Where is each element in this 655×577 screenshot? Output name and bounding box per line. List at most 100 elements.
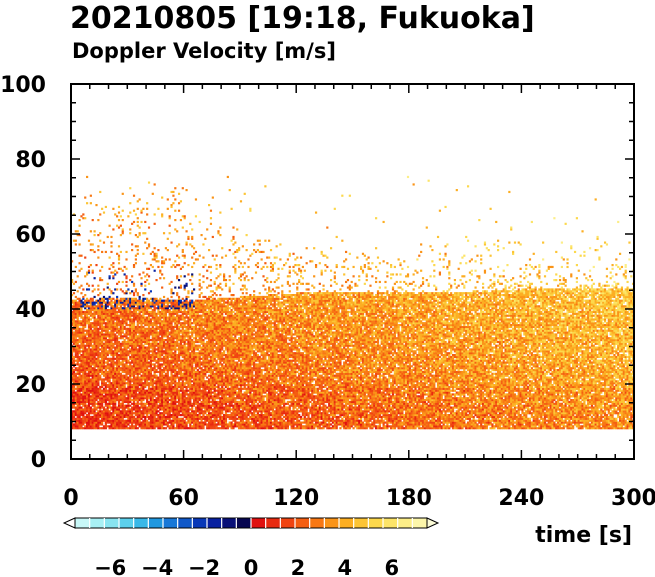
heatmap-cell (87, 382, 91, 385)
heatmap-cell (187, 412, 190, 415)
heatmap-cell (101, 322, 104, 325)
heatmap-cell (125, 284, 128, 287)
heatmap-cell (74, 372, 77, 375)
heatmap-cell (86, 282, 89, 285)
heatmap-cell (71, 314, 74, 317)
heatmap-cell (129, 374, 132, 377)
heatmap-cell (168, 361, 171, 364)
heatmap-cell (161, 423, 164, 426)
heatmap-cell (168, 318, 171, 321)
heatmap-cell (84, 333, 87, 336)
heatmap-cell (131, 384, 134, 387)
heatmap-cell (189, 346, 192, 349)
heatmap-cell (129, 385, 132, 389)
heatmap-cell (157, 393, 160, 396)
heatmap-cell (93, 369, 96, 372)
heatmap-cell (198, 365, 201, 368)
heatmap-cell (91, 333, 94, 336)
heatmap-cell (74, 335, 77, 338)
heatmap-cell (172, 391, 175, 394)
heatmap-cell (170, 406, 173, 409)
heatmap-cell (71, 344, 74, 347)
heatmap-cell (153, 269, 156, 272)
heatmap-cell (74, 419, 77, 422)
heatmap-cell (172, 264, 175, 267)
heatmap-cell (117, 369, 121, 372)
heatmap-cell (168, 406, 171, 409)
heatmap-cell (185, 297, 188, 300)
heatmap-cell (159, 389, 162, 392)
heatmap-cell (99, 324, 102, 327)
heatmap-cell (164, 417, 168, 420)
heatmap-cell (192, 344, 196, 347)
heatmap-cell (192, 310, 196, 314)
heatmap-cell (91, 303, 94, 306)
heatmap-cell (174, 393, 177, 396)
heatmap-cell (192, 312, 196, 315)
heatmap-cell (189, 354, 192, 357)
heatmap-cell (155, 260, 158, 263)
heatmap-cell (101, 309, 104, 312)
heatmap-cell (86, 301, 89, 304)
heatmap-cell (187, 325, 190, 329)
heatmap-cell (170, 372, 173, 375)
heatmap-cell (168, 369, 171, 372)
heatmap-cell (202, 243, 205, 246)
heatmap-cell (106, 331, 109, 334)
heatmap-cell (144, 412, 147, 415)
heatmap-cell (129, 316, 132, 319)
heatmap-cell (146, 297, 149, 300)
heatmap-cell (157, 331, 160, 334)
heatmap-cell (95, 264, 98, 267)
heatmap-cell (72, 406, 76, 409)
heatmap-cell (106, 367, 109, 370)
heatmap-cell (129, 400, 132, 404)
heatmap-cell (106, 408, 109, 411)
heatmap-cell (168, 340, 171, 344)
heatmap-cell (84, 365, 87, 368)
heatmap-cell (82, 301, 85, 304)
heatmap-cell (146, 370, 149, 374)
heatmap-cell (87, 359, 91, 362)
heatmap-cell (76, 275, 79, 278)
heatmap-cell (161, 393, 164, 396)
heatmap-cell (183, 415, 186, 419)
heatmap-cell (149, 290, 152, 293)
heatmap-cell (134, 335, 137, 338)
heatmap-cell (106, 309, 109, 312)
heatmap-cell (151, 399, 154, 402)
heatmap-cell (174, 414, 177, 417)
heatmap-cell (176, 277, 179, 280)
heatmap-cell (117, 324, 121, 327)
heatmap-cell (127, 288, 130, 291)
heatmap-cell (147, 417, 151, 420)
heatmap-cell (198, 307, 201, 310)
heatmap-cell (129, 325, 132, 329)
heatmap-cell (155, 400, 158, 404)
heatmap-cell (78, 387, 81, 390)
heatmap-cell (93, 316, 96, 319)
heatmap-cell (134, 384, 137, 387)
heatmap-cell (144, 316, 147, 319)
heatmap-cell (123, 393, 126, 396)
heatmap-cell (196, 314, 199, 317)
heatmap-cell (86, 299, 89, 302)
heatmap-cell (174, 198, 177, 201)
heatmap-cell (202, 320, 205, 323)
heatmap-cell (116, 299, 119, 302)
heatmap-cell (172, 385, 175, 389)
heatmap-cell (106, 363, 109, 366)
heatmap-cell (78, 382, 81, 385)
heatmap-cell (106, 324, 109, 327)
heatmap-cell (153, 417, 156, 420)
heatmap-cell (172, 359, 175, 362)
heatmap-cell (108, 324, 111, 327)
heatmap-cell (187, 380, 190, 383)
heatmap-cell (155, 307, 158, 310)
heatmap-cell (147, 385, 151, 389)
heatmap-cell (72, 385, 76, 389)
heatmap-cell (76, 423, 79, 426)
heatmap-cell (179, 316, 183, 319)
heatmap-cell (153, 421, 156, 424)
heatmap-cell (159, 339, 162, 342)
